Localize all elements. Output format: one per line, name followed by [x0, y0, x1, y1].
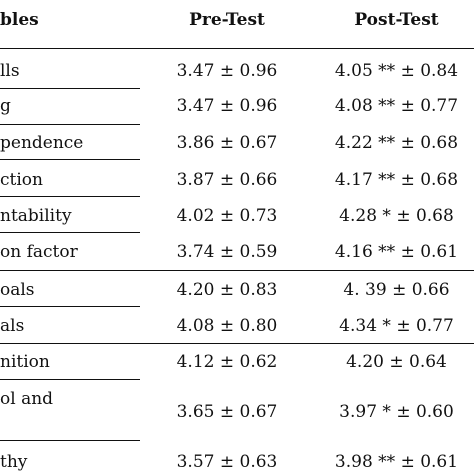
header-pre-test: Pre-Test	[189, 10, 265, 30]
row-variable: lls	[0, 61, 20, 81]
row-pre-value: 3.47 ± 0.96	[176, 61, 278, 81]
row-post-value: 4.28 * ± 0.68	[339, 206, 454, 226]
row-pre-value: 3.65 ± 0.67	[176, 402, 278, 422]
row-post-value: 4.22 ** ± 0.68	[334, 133, 459, 153]
row-pre-value: 3.47 ± 0.96	[176, 96, 278, 116]
row-post-value: 4.16 ** ± 0.61	[334, 242, 459, 262]
row-pre-value: 3.74 ± 0.59	[176, 242, 278, 262]
row-variable: thy	[0, 452, 28, 472]
row-divider	[0, 440, 140, 441]
row-variable: ol and	[0, 389, 54, 409]
row-variable: ntability	[0, 206, 72, 226]
row-pre-value: 3.87 ± 0.66	[176, 170, 278, 190]
row-variable: oals	[0, 280, 35, 300]
header-post-test: Post-Test	[354, 10, 439, 30]
row-divider	[0, 196, 140, 197]
row-post-value: 3.97 * ± 0.60	[339, 402, 454, 422]
row-pre-value: 3.57 ± 0.63	[176, 452, 278, 472]
row-variable: ction	[0, 170, 43, 190]
row-pre-value: 4.20 ± 0.83	[176, 280, 278, 300]
row-divider	[0, 306, 140, 307]
row-variable: g	[0, 96, 11, 116]
row-post-value: 4. 39 ± 0.66	[343, 280, 450, 300]
row-post-value: 4.17 ** ± 0.68	[334, 170, 459, 190]
row-divider	[0, 88, 140, 89]
row-variable: nition	[0, 352, 50, 372]
row-post-value: 4.05 ** ± 0.84	[334, 61, 459, 81]
row-variable: on factor	[0, 242, 78, 262]
row-divider	[0, 232, 140, 233]
row-divider	[0, 379, 140, 380]
row-divider	[0, 159, 140, 160]
row-post-value: 3.98 ** ± 0.61	[334, 452, 459, 472]
section-rule	[0, 270, 474, 271]
row-pre-value: 3.86 ± 0.67	[176, 133, 278, 153]
row-pre-value: 4.02 ± 0.73	[176, 206, 278, 226]
row-post-value: 4.34 * ± 0.77	[339, 316, 454, 336]
section-rule	[0, 343, 474, 344]
row-variable: als	[0, 316, 25, 336]
row-post-value: 4.08 ** ± 0.77	[334, 96, 459, 116]
row-pre-value: 4.12 ± 0.62	[176, 352, 278, 372]
row-post-value: 4.20 ± 0.64	[346, 352, 447, 372]
header-rule	[0, 48, 474, 49]
header-variables: bles	[0, 10, 39, 30]
row-pre-value: 4.08 ± 0.80	[176, 316, 278, 336]
row-divider	[0, 124, 140, 125]
row-variable: pendence	[0, 133, 84, 153]
